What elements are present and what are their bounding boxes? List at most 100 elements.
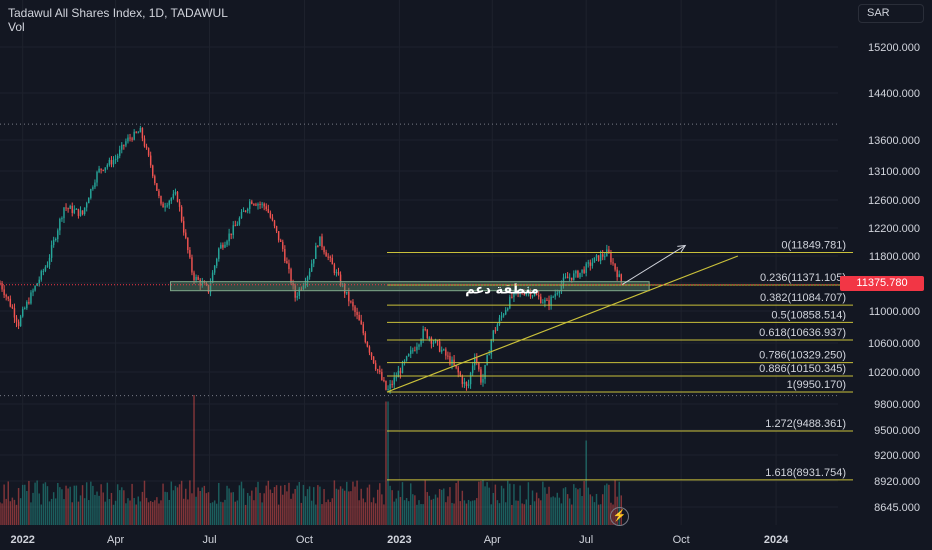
candle-body: [461, 376, 464, 384]
volume-bar: [397, 490, 400, 525]
candle-body: [585, 263, 587, 273]
candle-body: [368, 346, 371, 353]
volume-bar: [17, 488, 20, 525]
volume-bar: [94, 494, 96, 525]
volume-bar: [79, 495, 82, 525]
volume-bar: [205, 493, 208, 525]
candle-body: [17, 321, 20, 326]
volume-bar: [277, 504, 280, 525]
candle-body: [213, 265, 216, 273]
candle-body: [63, 207, 65, 219]
volume-bar: [127, 498, 129, 525]
volume-bar: [168, 499, 170, 525]
candle-body: [313, 258, 315, 264]
volume-bar: [1, 503, 3, 525]
y-tick-label: 9500.000: [874, 425, 920, 437]
volume-bar: [234, 501, 237, 525]
candle-body: [428, 337, 431, 339]
volume-bar: [368, 484, 371, 525]
candle-body: [337, 272, 340, 275]
volume-bar: [376, 489, 379, 525]
candle-body: [100, 168, 102, 170]
candle-body: [507, 308, 509, 311]
candle-body: [36, 283, 38, 286]
volume-bar: [372, 497, 375, 525]
currency-button[interactable]: SAR: [858, 4, 924, 23]
volume-bar: [275, 485, 278, 525]
candle-body: [465, 382, 468, 386]
candle-body: [546, 299, 548, 301]
candle-body: [593, 257, 596, 263]
volume-bar: [263, 493, 265, 525]
volume-bar: [449, 487, 451, 525]
volume-bar: [112, 504, 115, 525]
volume-bar: [366, 487, 369, 525]
candle-body: [46, 264, 49, 268]
chart-header: Tadawul All Shares Index, 1D, TADAWUL Vo…: [8, 6, 228, 34]
volume-bar: [513, 484, 515, 525]
candle-body: [467, 384, 470, 386]
y-tick-label: 11800.000: [869, 251, 920, 263]
candle-body: [381, 371, 383, 380]
candle-body: [521, 291, 523, 294]
candle-body: [389, 383, 391, 389]
volume-bar: [455, 483, 457, 525]
candle-body: [67, 208, 69, 210]
candle-body: [193, 272, 195, 281]
candle-body: [69, 206, 71, 209]
volume-bar: [77, 501, 80, 525]
volume-bar: [172, 490, 175, 525]
volume-bar: [209, 503, 212, 525]
candle-body: [0, 283, 1, 284]
candle-body: [187, 237, 189, 251]
volume-bar: [228, 488, 230, 525]
candle-body: [251, 201, 253, 204]
volume-bar: [405, 497, 408, 525]
candle-body: [482, 379, 484, 383]
candle-body: [275, 226, 278, 232]
volume-bar: [88, 500, 90, 525]
volume-bar: [350, 491, 352, 525]
candle-body: [300, 288, 303, 290]
volume-bar: [374, 503, 377, 525]
candle-body: [500, 315, 503, 318]
candle-body: [490, 340, 492, 355]
volume-bar: [50, 498, 53, 525]
volume-bar: [548, 486, 550, 525]
volume-bar: [511, 504, 513, 525]
candle-body: [137, 132, 140, 134]
candle-body: [552, 296, 554, 298]
candle-body: [306, 276, 309, 283]
volume-bar: [467, 499, 470, 525]
volume-bar: [525, 499, 528, 525]
candle-body: [575, 270, 577, 274]
candle-body: [73, 209, 76, 214]
candle-body: [246, 208, 249, 211]
volume-bar: [440, 489, 443, 525]
volume-bar: [189, 480, 191, 525]
candle-body: [1, 283, 3, 290]
candle-body: [504, 310, 507, 315]
volume-bar: [556, 492, 559, 525]
volume-bar: [149, 501, 152, 525]
volume-bar: [335, 488, 338, 525]
candle-body: [203, 282, 206, 284]
candle-body: [455, 364, 457, 368]
volume-bar: [267, 480, 270, 525]
candle-body: [149, 155, 152, 166]
volume-bar: [199, 491, 201, 525]
lightning-bolt-icon[interactable]: ⚡: [610, 507, 629, 526]
candle-body: [286, 261, 288, 264]
volume-bar: [599, 504, 602, 525]
candle-body: [28, 301, 30, 304]
candle-body: [131, 138, 133, 140]
candle-body: [259, 204, 261, 206]
candle-body: [48, 257, 51, 265]
volume-bar: [306, 489, 309, 525]
candle-body: [304, 282, 307, 286]
volume-bar: [385, 401, 387, 525]
candle-body: [292, 282, 294, 286]
candle-body: [106, 164, 109, 168]
volume-bar: [108, 499, 111, 525]
